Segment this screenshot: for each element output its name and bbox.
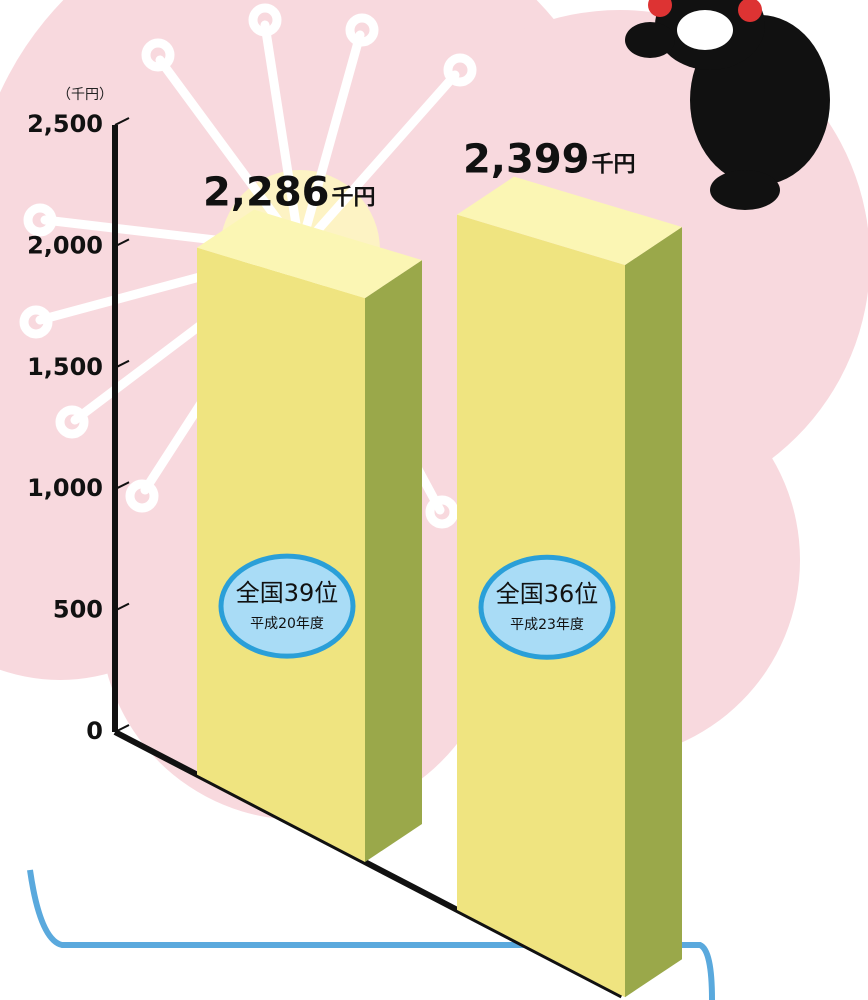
category-label: 平成20年度 — [250, 616, 324, 632]
rank-label: 全国36位 — [496, 580, 599, 608]
y-tick-label: 500 — [53, 596, 103, 624]
tick-mark — [114, 724, 130, 733]
tick-mark — [114, 359, 130, 369]
category-label: 平成23年度 — [510, 617, 584, 633]
tick-mark — [114, 238, 130, 248]
value-label: 2,399 — [463, 137, 590, 183]
value-unit: 千円 — [332, 186, 376, 211]
tick-mark — [114, 481, 130, 491]
y-tick-label: 0 — [86, 717, 103, 745]
y-tick-label: 1,000 — [27, 474, 103, 502]
y-unit-label: （千円） — [57, 87, 113, 103]
rank-badge — [218, 553, 356, 659]
bar-side — [365, 260, 422, 862]
y-tick-label: 2,000 — [27, 231, 103, 259]
rank-badge — [478, 554, 616, 660]
value-label: 2,286 — [203, 170, 330, 216]
y-tick-label: 1,500 — [27, 353, 103, 381]
value-unit: 千円 — [592, 153, 636, 178]
tick-mark — [114, 117, 130, 126]
rank-label: 全国39位 — [236, 579, 339, 607]
y-tick-label: 2,500 — [27, 110, 103, 138]
bar-top — [197, 209, 422, 299]
bar-side — [625, 227, 682, 998]
tick-mark — [114, 602, 130, 612]
bar — [197, 209, 422, 862]
bar-top — [457, 176, 682, 266]
